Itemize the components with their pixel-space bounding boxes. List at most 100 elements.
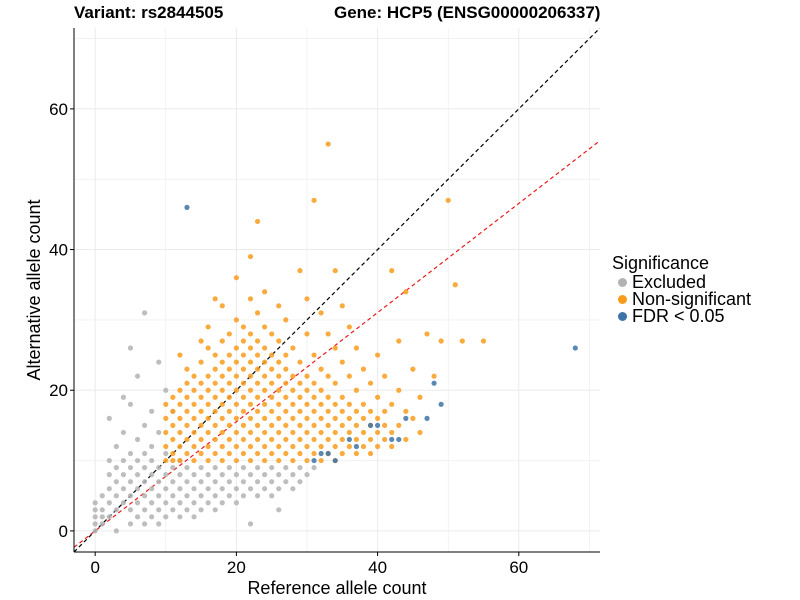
point-non-significant — [247, 429, 254, 436]
point-excluded — [212, 479, 218, 485]
point-non-significant — [339, 422, 345, 428]
point-excluded — [163, 472, 169, 478]
point-excluded — [170, 464, 176, 471]
point-non-significant — [254, 408, 261, 414]
point-non-significant — [403, 289, 409, 295]
point-non-significant — [247, 296, 254, 302]
point-excluded — [276, 472, 282, 478]
point-excluded — [120, 486, 127, 492]
point-excluded — [163, 387, 169, 393]
gene-title: Gene: HCP5 (ENSG00000206337) — [334, 3, 601, 22]
point-non-significant — [184, 408, 190, 414]
point-fdr-0-05 — [374, 422, 381, 428]
point-excluded — [163, 450, 169, 457]
point-non-significant — [254, 218, 261, 225]
point-non-significant — [177, 387, 183, 393]
point-non-significant — [233, 275, 239, 281]
point-non-significant — [452, 282, 458, 288]
reference-line-fit — [74, 140, 600, 548]
reference-line-identity — [74, 28, 600, 552]
point-non-significant — [163, 415, 169, 421]
point-non-significant — [283, 408, 289, 414]
axis-ticks: 0 20 40 60 0 20 40 60 — [49, 100, 528, 577]
point-non-significant — [240, 352, 247, 358]
legend: Significance Excluded Non-significant FD… — [612, 252, 751, 325]
point-non-significant — [191, 373, 197, 379]
x-tick-label: 20 — [227, 558, 246, 577]
point-non-significant — [367, 436, 374, 443]
point-fdr-0-05 — [311, 457, 317, 464]
point-non-significant — [184, 422, 190, 428]
point-non-significant — [233, 359, 239, 365]
point-non-significant — [318, 366, 324, 372]
point-non-significant — [233, 429, 239, 436]
point-fdr-0-05 — [403, 415, 409, 421]
point-non-significant — [311, 450, 317, 457]
point-non-significant — [262, 429, 268, 436]
point-non-significant — [191, 457, 197, 464]
point-excluded — [113, 464, 119, 471]
point-fdr-0-05 — [572, 345, 578, 351]
point-excluded — [290, 472, 296, 478]
point-non-significant — [262, 289, 268, 295]
point-non-significant — [219, 457, 225, 464]
point-excluded — [142, 422, 148, 428]
point-non-significant — [318, 310, 324, 316]
point-excluded — [262, 472, 268, 478]
point-non-significant — [212, 408, 218, 414]
point-non-significant — [290, 387, 296, 393]
point-excluded — [149, 486, 155, 492]
point-non-significant — [247, 373, 254, 379]
point-excluded — [191, 500, 197, 506]
point-excluded — [283, 479, 289, 485]
point-non-significant — [212, 352, 218, 358]
point-non-significant — [353, 345, 360, 351]
point-excluded — [134, 472, 141, 478]
point-non-significant — [297, 394, 303, 400]
point-non-significant — [283, 436, 289, 443]
point-fdr-0-05 — [184, 204, 190, 210]
x-tick-label: 60 — [509, 558, 528, 577]
point-excluded — [297, 464, 303, 471]
point-non-significant — [247, 415, 254, 421]
point-excluded — [149, 408, 155, 414]
point-non-significant — [276, 373, 282, 379]
point-non-significant — [219, 359, 225, 365]
point-non-significant — [198, 380, 204, 386]
point-excluded — [269, 479, 275, 485]
point-non-significant — [346, 415, 352, 421]
point-non-significant — [374, 443, 381, 450]
point-non-significant — [184, 380, 190, 386]
point-non-significant — [304, 401, 310, 407]
point-excluded — [134, 457, 141, 464]
point-excluded — [177, 514, 183, 520]
point-excluded — [247, 521, 254, 527]
point-non-significant — [269, 450, 275, 457]
point-excluded — [92, 514, 98, 520]
point-non-significant — [240, 366, 247, 372]
point-non-significant — [374, 415, 381, 421]
point-non-significant — [254, 310, 261, 316]
point-fdr-0-05 — [318, 450, 324, 457]
point-non-significant — [276, 401, 282, 407]
point-non-significant — [233, 457, 239, 464]
y-tick-label: 40 — [49, 241, 68, 260]
legend-key-excluded — [618, 278, 627, 287]
point-excluded — [142, 521, 148, 527]
point-non-significant — [226, 422, 232, 428]
point-non-significant — [262, 345, 268, 351]
point-non-significant — [325, 422, 331, 428]
point-non-significant — [325, 394, 331, 400]
point-non-significant — [445, 197, 451, 203]
point-non-significant — [247, 253, 254, 260]
point-non-significant — [198, 394, 204, 400]
point-non-significant — [382, 408, 388, 414]
point-non-significant — [410, 366, 416, 372]
point-fdr-0-05 — [396, 436, 402, 443]
point-non-significant — [297, 268, 303, 274]
point-non-significant — [290, 373, 296, 379]
point-non-significant — [269, 366, 275, 372]
point-excluded — [106, 415, 112, 421]
point-non-significant — [283, 450, 289, 457]
point-fdr-0-05 — [431, 380, 437, 386]
